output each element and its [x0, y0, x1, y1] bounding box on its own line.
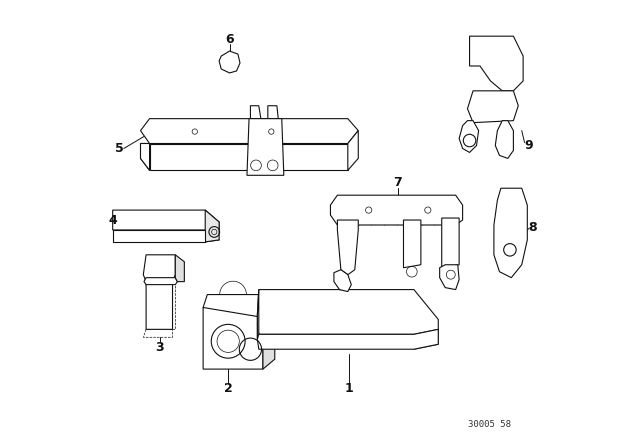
Polygon shape: [337, 220, 358, 275]
Text: 6: 6: [225, 33, 234, 46]
Text: 30005 58: 30005 58: [468, 420, 511, 429]
Polygon shape: [205, 210, 219, 242]
Polygon shape: [113, 210, 219, 230]
Polygon shape: [219, 51, 240, 73]
Polygon shape: [141, 143, 150, 170]
Polygon shape: [403, 220, 421, 268]
Polygon shape: [250, 106, 261, 119]
Text: 7: 7: [394, 176, 403, 189]
Polygon shape: [113, 230, 205, 242]
Polygon shape: [459, 121, 479, 152]
Polygon shape: [144, 278, 177, 284]
Polygon shape: [257, 289, 259, 339]
Text: 5: 5: [115, 142, 124, 155]
Polygon shape: [495, 121, 513, 159]
Polygon shape: [263, 294, 275, 369]
Text: 2: 2: [224, 383, 232, 396]
Polygon shape: [257, 289, 438, 334]
Polygon shape: [203, 307, 263, 369]
Polygon shape: [175, 255, 184, 282]
Polygon shape: [440, 265, 459, 289]
Polygon shape: [257, 324, 438, 349]
Text: 4: 4: [108, 214, 117, 227]
Polygon shape: [143, 255, 175, 329]
Polygon shape: [141, 119, 358, 143]
Text: 3: 3: [156, 341, 164, 354]
Polygon shape: [247, 119, 284, 175]
Polygon shape: [268, 106, 278, 119]
Polygon shape: [334, 270, 351, 292]
Polygon shape: [330, 195, 463, 225]
Polygon shape: [467, 91, 518, 123]
Text: 9: 9: [524, 139, 533, 152]
Text: 1: 1: [345, 383, 353, 396]
Polygon shape: [203, 294, 268, 318]
Text: 8: 8: [528, 221, 536, 234]
Polygon shape: [494, 188, 527, 278]
Polygon shape: [442, 218, 459, 268]
Polygon shape: [150, 143, 348, 170]
Polygon shape: [348, 130, 358, 170]
Polygon shape: [470, 36, 523, 91]
